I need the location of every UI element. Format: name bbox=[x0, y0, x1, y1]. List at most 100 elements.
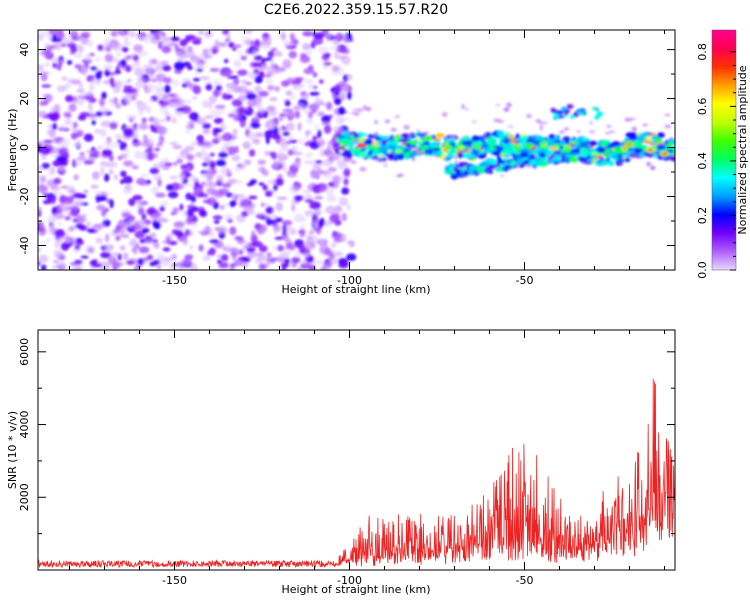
noise-blob bbox=[159, 205, 165, 212]
noise-blob bbox=[123, 41, 132, 46]
signal-blob bbox=[555, 110, 564, 114]
signal-blob bbox=[564, 154, 570, 158]
signal-blob bbox=[654, 138, 663, 144]
noise-blob bbox=[119, 233, 130, 239]
noise-blob bbox=[87, 247, 95, 254]
noise-blob bbox=[256, 103, 262, 112]
noise-blob bbox=[266, 105, 276, 113]
noise-blob bbox=[318, 99, 324, 105]
signal-blob bbox=[417, 142, 423, 146]
noise-blob bbox=[539, 121, 544, 126]
noise-blob bbox=[113, 30, 123, 33]
signal-blob bbox=[422, 142, 431, 145]
noise-blob bbox=[261, 63, 267, 67]
noise-blob bbox=[319, 79, 324, 84]
signal-blob bbox=[471, 135, 480, 142]
noise-blob bbox=[144, 64, 153, 69]
noise-blob bbox=[205, 156, 212, 160]
noise-blob bbox=[135, 125, 140, 135]
noise-blob bbox=[38, 185, 49, 195]
noise-blob bbox=[123, 160, 134, 167]
noise-blob bbox=[247, 131, 257, 140]
noise-blob bbox=[346, 73, 353, 81]
noise-blob bbox=[316, 167, 322, 174]
noise-blob bbox=[172, 207, 180, 214]
signal-blob bbox=[517, 157, 523, 163]
noise-blob bbox=[626, 118, 633, 122]
noise-blob bbox=[213, 42, 220, 50]
noise-blob bbox=[507, 125, 514, 128]
snr-ylabel: SNR (10 * v/v) bbox=[6, 411, 19, 489]
noise-blob bbox=[314, 123, 320, 131]
noise-blob bbox=[121, 212, 132, 219]
noise-blob bbox=[141, 117, 147, 123]
noise-blob bbox=[178, 55, 188, 61]
noise-blob bbox=[219, 109, 225, 114]
noise-blob bbox=[172, 162, 178, 166]
signal-blob bbox=[447, 150, 458, 155]
signal-blob bbox=[381, 139, 387, 146]
noise-blob bbox=[258, 166, 264, 173]
noise-blob bbox=[121, 95, 128, 101]
noise-blob bbox=[441, 112, 448, 117]
noise-blob bbox=[608, 130, 616, 133]
noise-blob bbox=[332, 142, 340, 151]
noise-blob bbox=[210, 109, 221, 118]
noise-blob bbox=[241, 95, 247, 102]
noise-blob bbox=[242, 203, 253, 211]
noise-blob bbox=[342, 157, 350, 162]
snr-frame bbox=[37, 329, 676, 571]
noise-blob bbox=[331, 242, 337, 248]
noise-blob bbox=[589, 120, 593, 126]
noise-blob bbox=[664, 113, 671, 117]
snr-panel: -150 -100 -50 2000 4000 6000 Height of straig… bbox=[6, 329, 676, 596]
noise-blob bbox=[228, 41, 235, 48]
signal-blob bbox=[582, 154, 589, 158]
noise-blob bbox=[162, 164, 170, 171]
noise-blob bbox=[43, 93, 53, 103]
noise-blob bbox=[186, 208, 194, 217]
signal-blob bbox=[566, 104, 574, 109]
noise-blob bbox=[215, 85, 222, 91]
signal-blob bbox=[564, 157, 571, 164]
noise-blob bbox=[64, 118, 72, 126]
signal-blob bbox=[437, 151, 444, 156]
noise-blob bbox=[116, 102, 123, 108]
noise-blob bbox=[239, 163, 246, 170]
noise-blob bbox=[80, 32, 90, 39]
noise-blob bbox=[317, 111, 325, 117]
signal-blob bbox=[431, 141, 442, 146]
y-tick-label: 6000 bbox=[18, 338, 31, 366]
noise-blob bbox=[66, 60, 73, 65]
noise-blob bbox=[274, 236, 284, 240]
noise-blob bbox=[262, 33, 270, 38]
y-tick-label: -20 bbox=[18, 188, 31, 206]
noise-blob bbox=[213, 89, 220, 98]
noise-blob bbox=[169, 141, 178, 145]
noise-blob bbox=[126, 114, 135, 120]
noise-blob bbox=[273, 229, 278, 236]
noise-blob bbox=[79, 112, 91, 117]
noise-blob bbox=[271, 151, 278, 160]
signal-blob bbox=[401, 142, 406, 146]
noise-blob bbox=[51, 111, 60, 121]
noise-blob bbox=[168, 98, 180, 103]
noise-blob bbox=[182, 237, 188, 246]
noise-blob bbox=[219, 69, 230, 77]
spectrogram-xlabel: Height of straight line (km) bbox=[281, 283, 430, 296]
signal-blob bbox=[467, 144, 472, 149]
noise-blob bbox=[231, 254, 236, 262]
noise-blob bbox=[642, 123, 648, 127]
noise-blob bbox=[171, 229, 181, 236]
noise-blob bbox=[535, 119, 541, 123]
noise-blob bbox=[95, 237, 103, 245]
noise-blob bbox=[257, 159, 267, 165]
noise-blob bbox=[277, 255, 283, 263]
noise-blob bbox=[343, 178, 349, 186]
noise-blob bbox=[193, 60, 203, 69]
noise-blob bbox=[650, 165, 655, 171]
noise-blob bbox=[86, 39, 94, 48]
noise-blob bbox=[234, 236, 244, 241]
noise-blob bbox=[277, 244, 284, 252]
noise-blob bbox=[162, 93, 170, 101]
